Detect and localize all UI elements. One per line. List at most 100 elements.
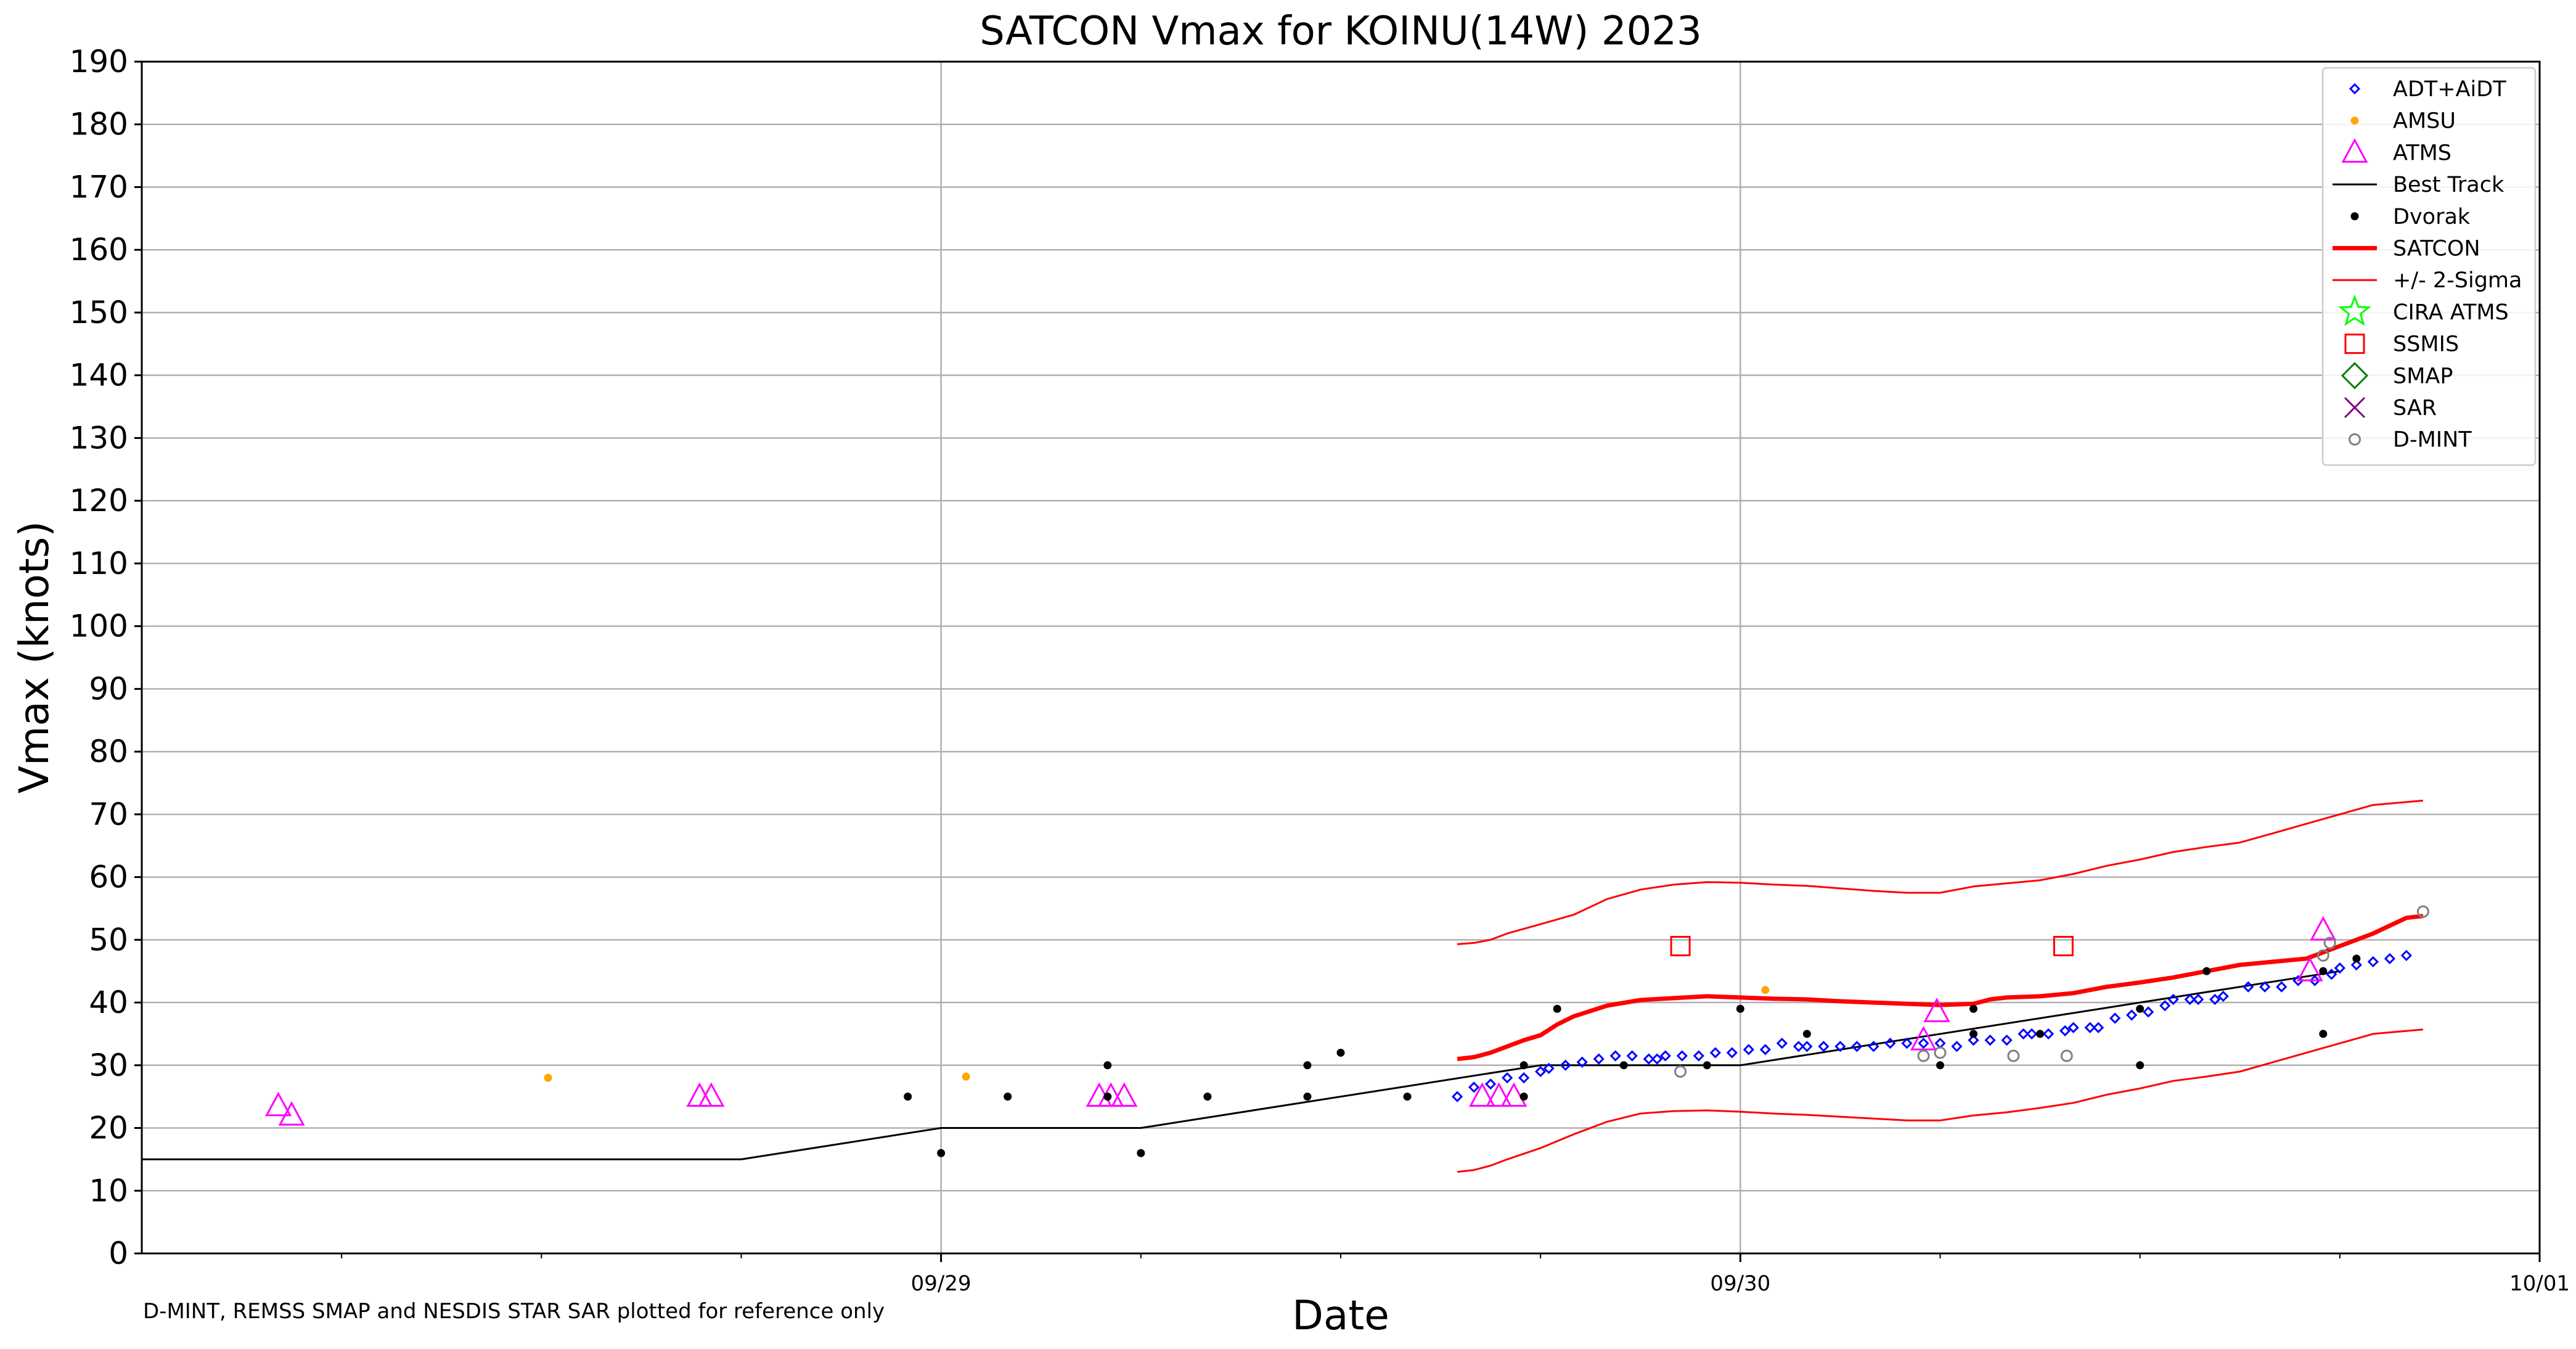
adt-aidt-point: [2276, 981, 2288, 993]
x-tick-label: 09/30: [1710, 1271, 1770, 1296]
legend-handle-atms: [2341, 138, 2368, 163]
amsu-point: [962, 1072, 970, 1081]
adt-aidt-point: [2309, 975, 2321, 986]
adt-aidt-point: [2167, 993, 2179, 1006]
atms-point: [698, 1082, 725, 1107]
adt-aidt-point: [2084, 1022, 2096, 1033]
legend-handle-d-mint: [2349, 433, 2361, 446]
legend-label-best-track: Best Track: [2393, 173, 2504, 197]
dvorak-point: [2202, 967, 2211, 975]
adt-aidt-point: [1643, 1053, 1654, 1065]
dvorak-point: [1103, 1061, 1112, 1070]
adt-aidt-point: [2209, 993, 2221, 1006]
adt-aidt-point: [1868, 1041, 1879, 1052]
grid: [142, 62, 2540, 1253]
legend-label-d-mint: D-MINT: [2393, 428, 2472, 453]
y-tick-label: 40: [89, 985, 128, 1020]
dvorak-point: [2352, 954, 2361, 963]
sigma-upper-line: [1457, 800, 2424, 945]
legend-handle-ssmis: [2344, 334, 2365, 355]
atms-point: [1910, 1025, 1937, 1051]
dvorak-point: [1969, 1004, 1978, 1013]
dvorak-point: [1303, 1061, 1312, 1070]
dvorak-point: [1336, 1048, 1345, 1057]
dvorak-point: [1519, 1093, 1528, 1101]
adt-aidt-point: [2259, 981, 2271, 993]
y-tick-label: 160: [70, 232, 128, 268]
atms-point: [1469, 1082, 1496, 1107]
legend-label-adt-aidt: ADT+AiDT: [2393, 77, 2506, 102]
adt-aidt-point: [2159, 1000, 2171, 1012]
legend-label-ssmis: SSMIS: [2393, 332, 2459, 357]
legend-handle-adt-aidt: [2349, 83, 2361, 95]
dvorak-point: [1004, 1093, 1012, 1101]
d-mint-series: [1674, 905, 2429, 1078]
d-mint-point: [1674, 1065, 1687, 1078]
adt-aidt-point: [1709, 1047, 1721, 1059]
adt-aidt-point: [1560, 1059, 1571, 1071]
x-tick-label: 10/01: [2509, 1271, 2570, 1296]
adt-aidt-point: [2350, 959, 2362, 971]
dvorak-point: [1619, 1061, 1628, 1070]
adt-aidt-point: [1693, 1050, 1704, 1062]
adt-aidt-point: [2093, 1022, 2104, 1033]
legend-handle-sar-stroke: [2344, 396, 2366, 419]
dvorak-point: [1802, 1030, 1811, 1038]
y-tick-label: 10: [89, 1173, 128, 1208]
adt-aidt-point: [1593, 1053, 1605, 1065]
adt-aidt-point: [1901, 1038, 1913, 1049]
dvorak-point: [2036, 1030, 2045, 1038]
legend-label-sar: SAR: [2393, 396, 2437, 420]
adt-aidt-point: [1676, 1050, 1688, 1062]
adt-aidt-point: [2026, 1028, 2038, 1040]
adt-aidt-point: [2334, 962, 2345, 974]
d-mint-point: [1917, 1049, 1930, 1062]
y-tick-label: 140: [70, 358, 128, 393]
dvorak-point: [1137, 1149, 1145, 1157]
legend-label-satcon: SATCON: [2393, 237, 2480, 261]
adt-aidt-point: [1543, 1062, 1555, 1074]
dvorak-point: [1703, 1061, 1711, 1070]
y-tick-label: 20: [89, 1110, 128, 1146]
adt-aidt-point: [1535, 1065, 1547, 1078]
ticks: 0 10 20 30 40 50 60 70 80 90 100 110 120 130 140 150 160…: [70, 44, 2570, 1296]
atms-point: [264, 1091, 292, 1117]
atms-point: [278, 1101, 305, 1126]
dvorak-series: [904, 954, 2361, 1157]
ssmis-series: [1670, 935, 2074, 956]
adt-aidt-point: [1834, 1041, 1846, 1052]
adt-aidt-point: [2400, 949, 2413, 961]
dvorak-point: [1303, 1093, 1312, 1101]
y-tick-label: 80: [89, 734, 128, 769]
y-tick-label: 60: [89, 859, 128, 895]
y-tick-label: 150: [70, 295, 128, 330]
adt-aidt-point: [1659, 1050, 1671, 1062]
series-layer: [142, 800, 2429, 1173]
atms-point: [1486, 1082, 1513, 1107]
dvorak-point: [2319, 967, 2328, 975]
legend-handle-sar: [2344, 396, 2366, 419]
adt-aidt-point: [2367, 956, 2379, 968]
adt-aidt-point: [1609, 1050, 1621, 1062]
chart-title: SATCON Vmax for KOINU(14W) 2023: [979, 9, 1701, 54]
d-mint-point: [1934, 1046, 1947, 1059]
adt-aidt-point: [1743, 1044, 1754, 1056]
x-axis-label: Date: [1292, 1292, 1389, 1339]
adt-aidt-point: [2326, 969, 2337, 980]
satcon-line: [1457, 914, 2424, 1062]
adt-aidt-point: [2067, 1022, 2079, 1033]
legend-label-cira-atms: CIRA ATMS: [2393, 300, 2509, 325]
d-mint-point: [2316, 949, 2329, 962]
adt-aidt-point: [2059, 1025, 2071, 1036]
d-mint-point: [2060, 1049, 2073, 1062]
adt-aidt-point: [2109, 1012, 2121, 1024]
adt-aidt-point: [2217, 990, 2229, 1003]
adt-aidt-point: [1793, 1041, 1805, 1052]
dvorak-point: [2136, 1061, 2145, 1070]
legend-label-2-sigma: +/- 2-Sigma: [2393, 268, 2522, 293]
y-tick-label: 30: [89, 1048, 128, 1083]
y-tick-label: 90: [89, 671, 128, 707]
dvorak-point: [937, 1149, 946, 1157]
